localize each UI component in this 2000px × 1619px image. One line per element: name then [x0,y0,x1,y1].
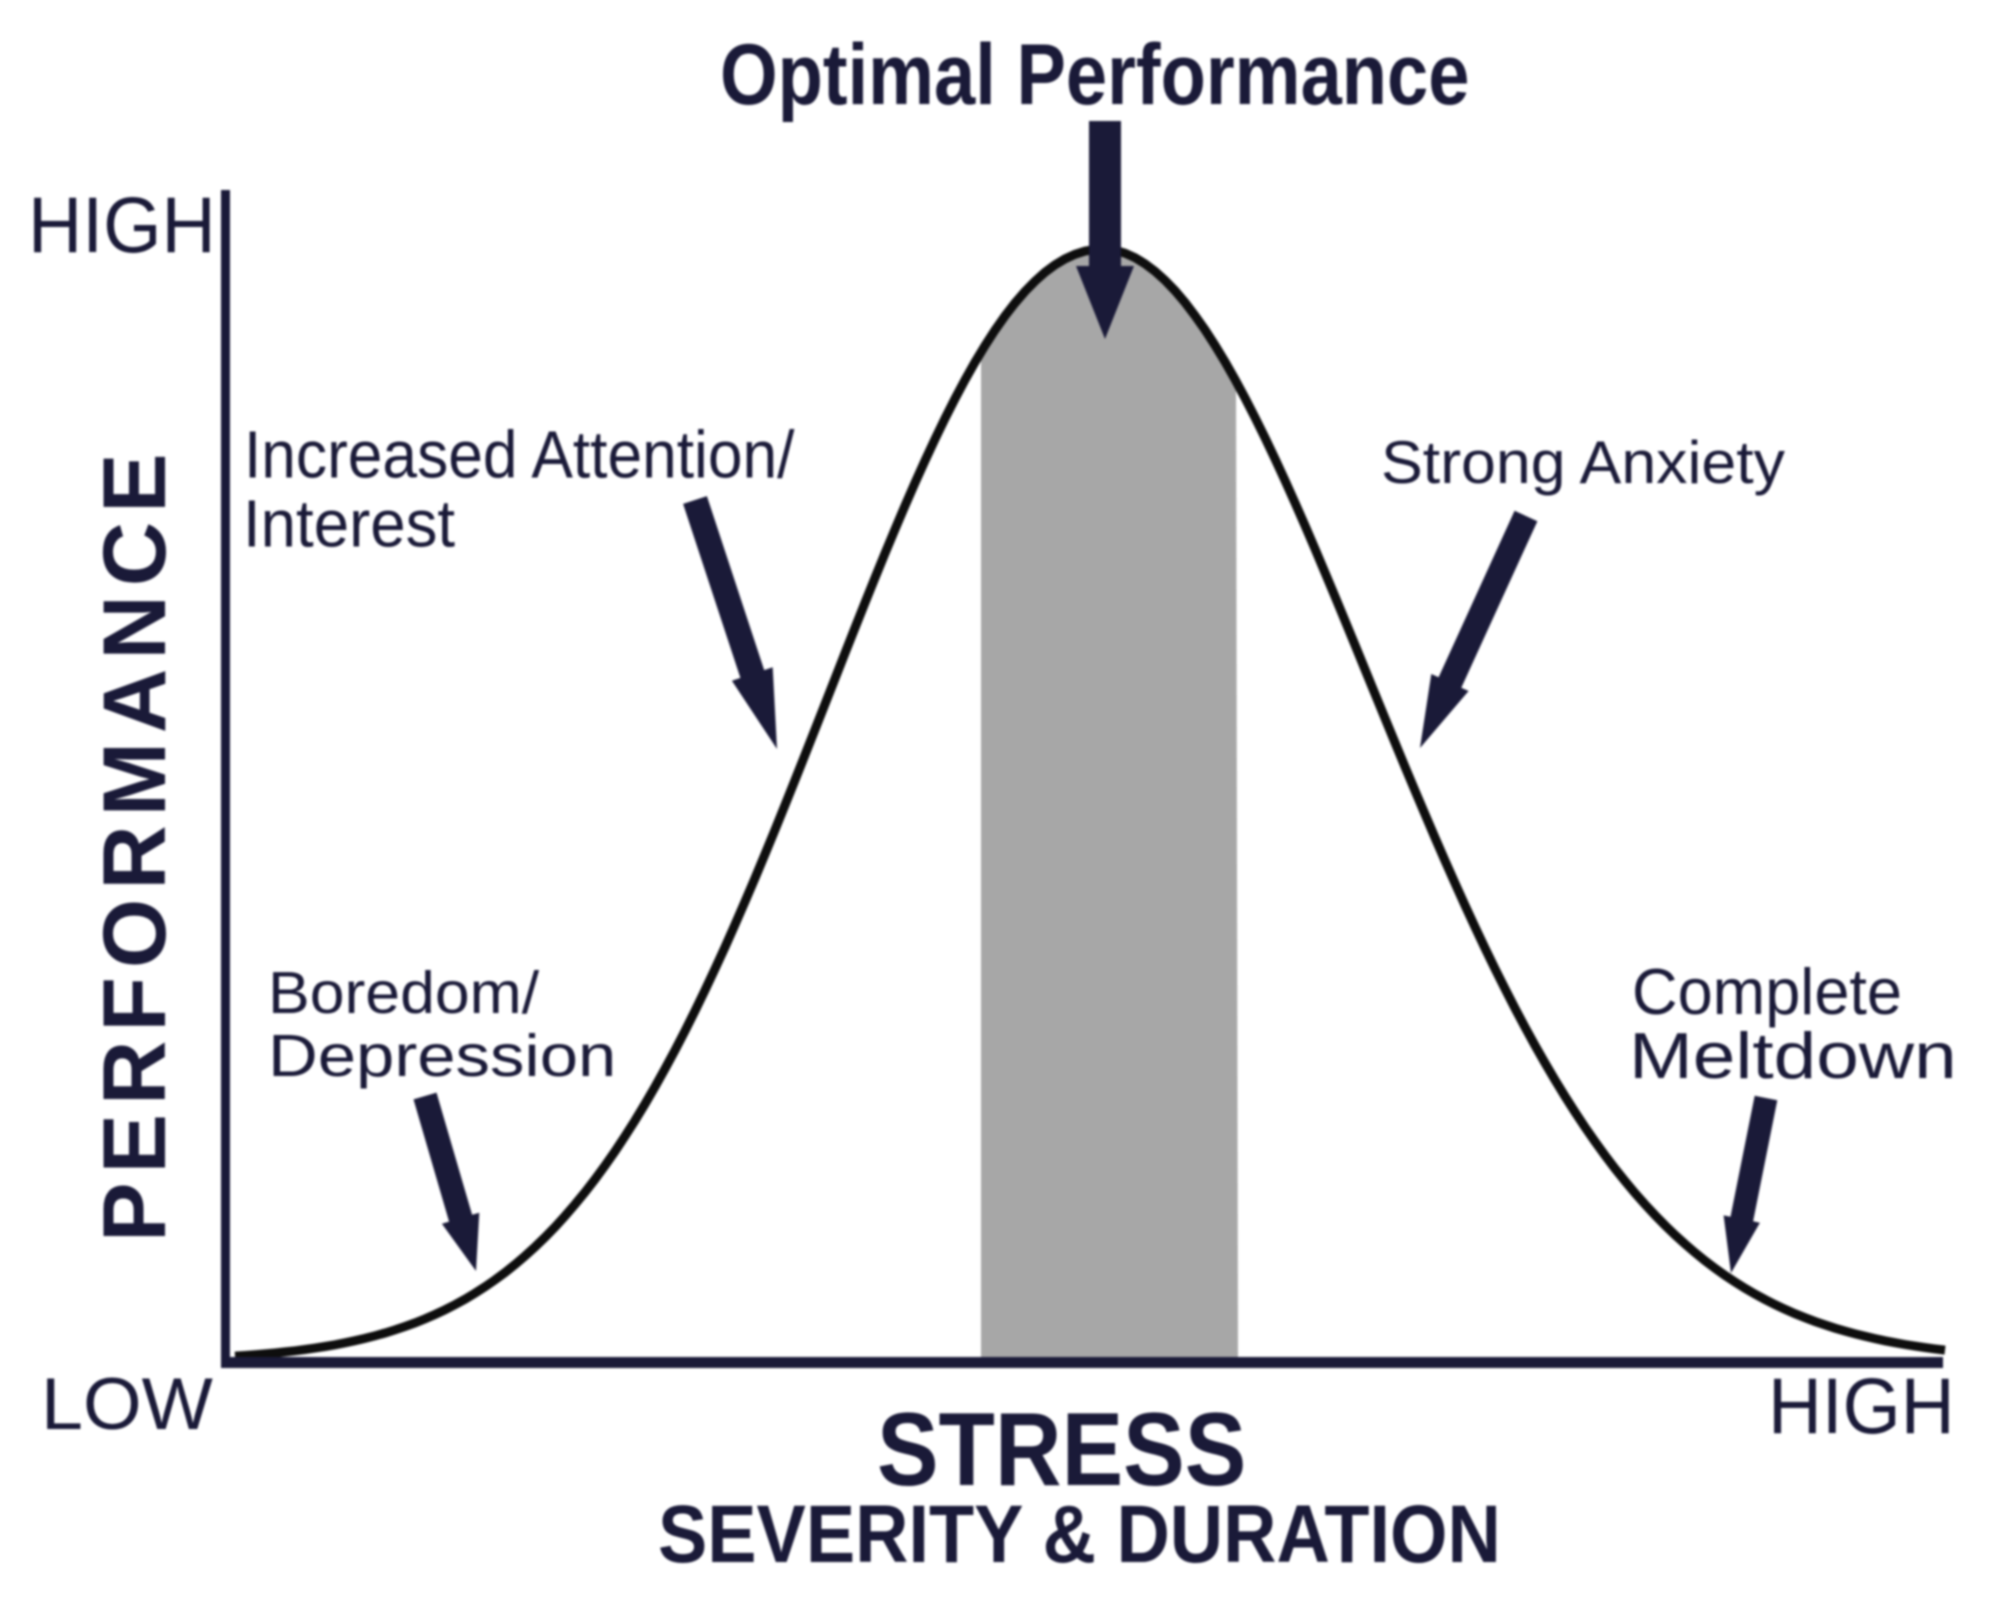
svg-text:Depression: Depression [268,1023,616,1089]
svg-text:Interest: Interest [243,486,455,561]
svg-text:SEVERITY & DURATION: SEVERITY & DURATION [658,1490,1501,1580]
svg-text:LOW: LOW [41,1363,213,1445]
svg-text:Boredom/: Boredom/ [268,960,539,1026]
svg-text:PERFORMANCE: PERFORMANCE [84,444,184,1242]
svg-text:HIGH: HIGH [1768,1362,1955,1450]
svg-text:Increased Attention/: Increased Attention/ [244,418,795,492]
svg-text:STRESS: STRESS [877,1391,1246,1507]
svg-text:Meltdown: Meltdown [1629,1020,1957,1092]
svg-text:HIGH: HIGH [28,181,216,269]
svg-text:Strong Anxiety: Strong Anxiety [1381,429,1785,497]
svg-text:Complete: Complete [1632,955,1902,1028]
svg-text:Optimal Performance: Optimal Performance [720,27,1469,124]
